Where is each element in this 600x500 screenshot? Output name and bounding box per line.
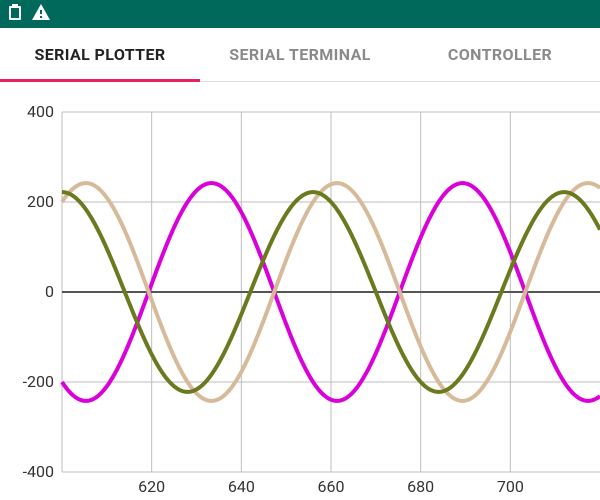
tab-label: SERIAL PLOTTER [34,45,165,64]
tab-serial-plotter[interactable]: SERIAL PLOTTER [0,28,200,81]
svg-text:0: 0 [45,282,54,301]
warning-icon [32,4,50,24]
svg-text:620: 620 [138,477,165,496]
tab-controller[interactable]: CONTROLLER [400,28,600,81]
tab-label: SERIAL TERMINAL [229,45,371,64]
svg-text:700: 700 [497,477,524,496]
plot-svg: -400 -200 0 200 400 620 640 660 680 700 [0,82,600,500]
svg-text:200: 200 [27,192,54,211]
svg-text:640: 640 [228,477,255,496]
svg-text:660: 660 [318,477,345,496]
tab-serial-terminal[interactable]: SERIAL TERMINAL [200,28,400,81]
tab-bar: SERIAL PLOTTER SERIAL TERMINAL CONTROLLE… [0,28,600,82]
svg-text:-400: -400 [23,462,54,481]
battery-icon [8,4,22,24]
tab-label: CONTROLLER [448,45,552,64]
status-bar [0,0,600,28]
svg-text:680: 680 [407,477,434,496]
svg-text:400: 400 [27,102,54,121]
svg-text:-200: -200 [23,372,54,391]
serial-plot[interactable]: -400 -200 0 200 400 620 640 660 680 700 [0,82,600,500]
